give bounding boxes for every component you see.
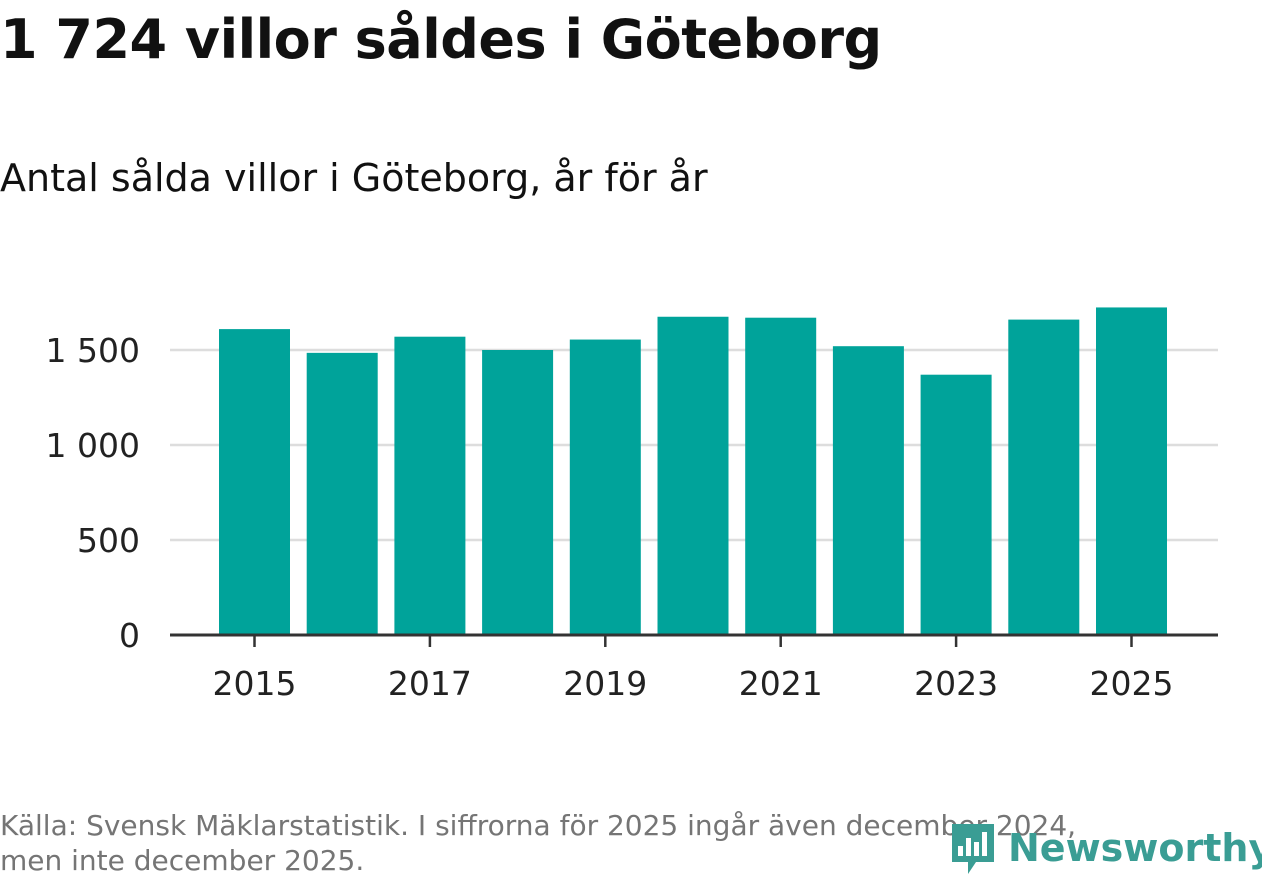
brand-name: Newsworthy — [1008, 826, 1262, 870]
y-tick-label: 0 — [119, 616, 140, 655]
bar-2024 — [1008, 319, 1080, 635]
chart-subtitle: Antal sålda villor i Göteborg, år för år — [0, 156, 708, 200]
y-tick-label: 1 500 — [46, 331, 140, 370]
source-line-1: Källa: Svensk Mäklarstatistik. I siffror… — [0, 809, 1077, 842]
bars — [219, 307, 1167, 635]
newsworthy-logo-icon — [952, 824, 994, 874]
bar-2016 — [306, 352, 378, 635]
bar-2023 — [920, 374, 992, 635]
bar-chart: 0 500 1 000 1 500 2015 2017 2019 2021 2023 2025 — [46, 307, 1218, 703]
source-line-2: men inte december 2025. — [0, 844, 365, 877]
bar-2020 — [657, 316, 729, 635]
x-tick-label: 2015 — [213, 664, 297, 703]
y-tick-label: 1 000 — [46, 426, 140, 465]
bar-2017 — [394, 336, 466, 635]
axes: 0 500 1 000 1 500 2015 2017 2019 2021 2023 2025 — [46, 331, 1218, 703]
chart-title: 1 724 villor såldes i Göteborg — [0, 8, 882, 71]
x-tick-label: 2019 — [563, 664, 647, 703]
newsworthy-logo[interactable]: Newsworthy — [948, 818, 1262, 878]
source-note: Källa: Svensk Mäklarstatistik. I siffror… — [0, 808, 1200, 878]
bar-2018 — [482, 350, 554, 635]
bar-2022 — [832, 346, 904, 635]
x-tick-label: 2021 — [739, 664, 823, 703]
bar-2021 — [745, 317, 817, 635]
bar-2015 — [219, 329, 290, 635]
x-tick-label: 2017 — [388, 664, 472, 703]
x-tick-label: 2025 — [1090, 664, 1174, 703]
bar-2025 — [1096, 307, 1167, 635]
x-tick-label: 2023 — [914, 664, 998, 703]
bar-2019 — [569, 339, 641, 635]
y-tick-label: 500 — [77, 521, 140, 560]
